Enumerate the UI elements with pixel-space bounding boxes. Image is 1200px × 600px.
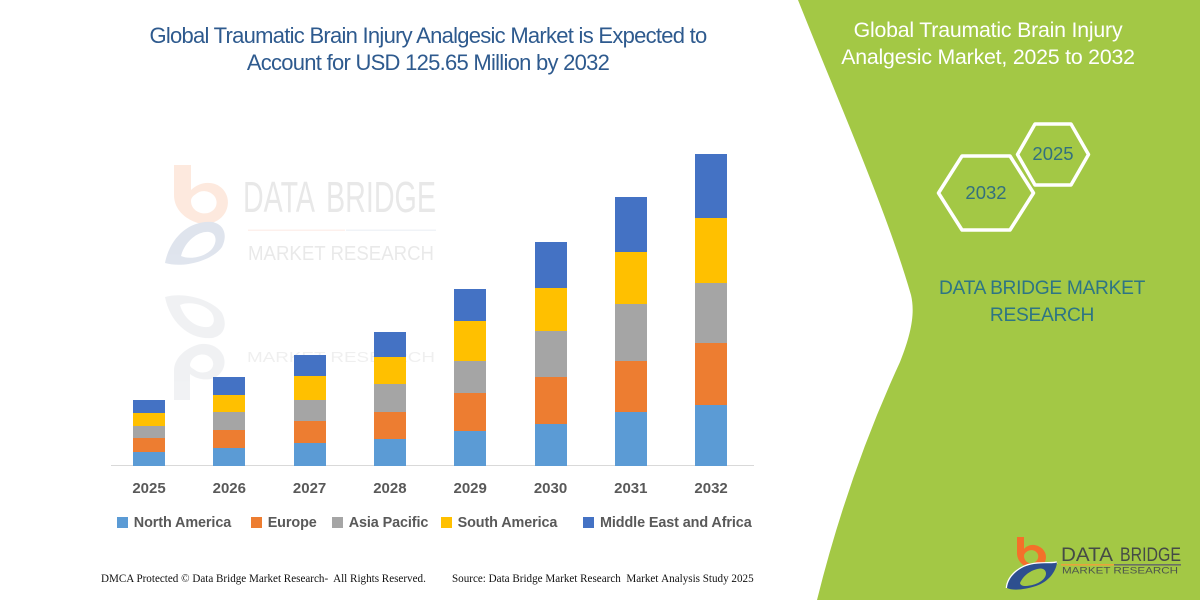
svg-text:BRIDGE: BRIDGE bbox=[326, 173, 436, 222]
svg-text:MARKET RESEARCH: MARKET RESEARCH bbox=[1062, 566, 1178, 576]
svg-text:BRIDGE: BRIDGE bbox=[1120, 544, 1181, 566]
svg-text:MARKET RESEARCH: MARKET RESEARCH bbox=[248, 243, 434, 265]
svg-text:DATA: DATA bbox=[1061, 544, 1113, 566]
svg-text:DATA: DATA bbox=[243, 173, 315, 222]
svg-text:MARKET RESEARCH: MARKET RESEARCH bbox=[247, 349, 435, 366]
svg-text:2025: 2025 bbox=[1032, 143, 1073, 164]
svg-text:2032: 2032 bbox=[965, 182, 1006, 203]
